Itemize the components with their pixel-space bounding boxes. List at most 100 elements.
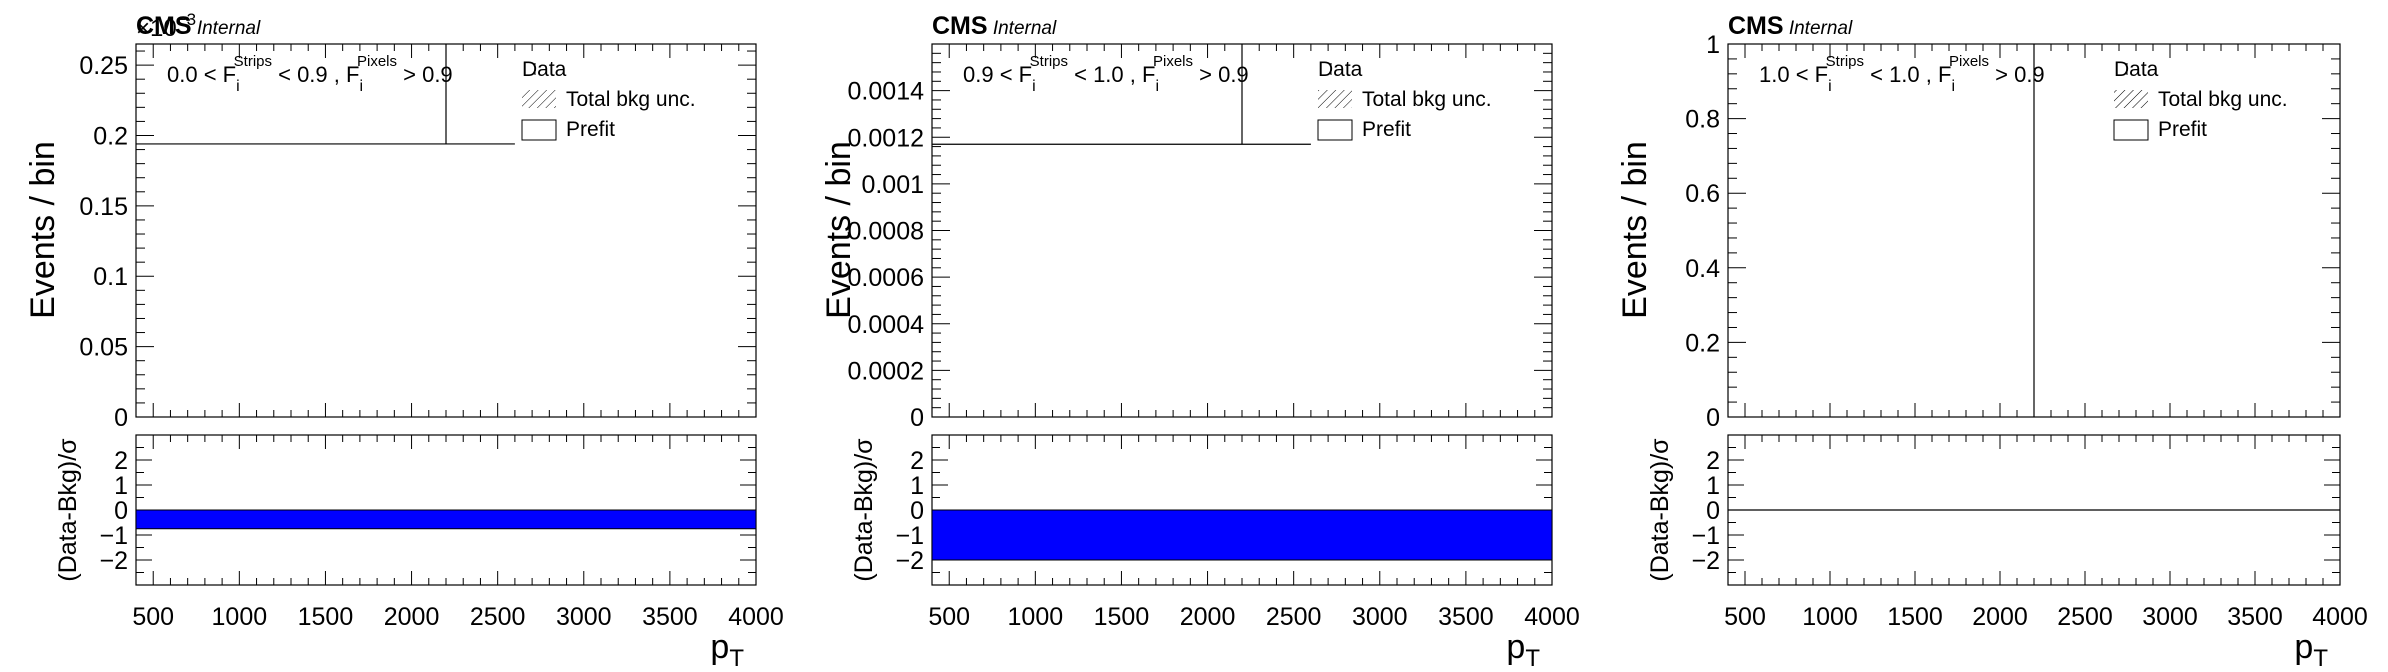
legend-hatch-swatch [522,90,556,108]
x-tick-label: 1000 [212,603,268,631]
ratio-y-tick-label: 0 [910,497,924,525]
ratio-y-tick-label: −1 [895,522,924,550]
x-tick-label: 3000 [1352,603,1408,631]
ratio-y-tick-label: 0 [114,497,128,525]
x-tick-label: 1000 [1008,603,1064,631]
x-tick-label: 3500 [642,603,698,631]
y-tick-label: 0 [910,404,924,432]
y-tick-label: 0.2 [93,122,128,150]
x-tick-label: 500 [132,603,174,631]
region-label: 0.0 < FiStrips < 0.9 , FiPixels > 0.9 [167,53,453,95]
x-tick-label: 2000 [1972,603,2028,631]
legend-label-prefit: Prefit [2158,118,2207,141]
legend-label-unc: Total bkg unc. [2158,88,2288,111]
y-tick-label: 0.8 [1685,106,1720,134]
legend-label-prefit: Prefit [1362,118,1411,141]
x-tick-label: 1000 [1802,603,1858,631]
ratio-y-tick-label: 1 [910,472,924,500]
ratio-band [135,509,757,530]
x-tick-label: 1500 [1094,603,1150,631]
legend: Data Total bkg unc. Prefit [521,58,696,141]
region-label: 1.0 < FiStrips < 1.0 , FiPixels > 0.9 [1759,53,2045,95]
y-tick-label: 0.0006 [848,264,924,292]
x-tick-label: 4000 [1524,603,1580,631]
x-tick-label: 2500 [2057,603,2113,631]
legend-label-prefit: Prefit [566,118,615,141]
internal-label: Internal [192,18,261,39]
y-tick-label: 1 [1706,31,1720,59]
ratio-y-tick-label: 2 [114,447,128,475]
y-tick-label: 0.0008 [848,218,924,246]
ratio-y-tick-label: −1 [1691,522,1720,550]
ratio-y-axis-label: (Data-Bkg)/σ [1646,438,1674,582]
y-tick-label: 0.05 [79,334,128,362]
ratio-y-tick-label: −2 [1691,547,1720,575]
legend-label-unc: Total bkg unc. [566,88,696,111]
x-tick-label: 500 [1724,603,1766,631]
x-tick-label: 2000 [384,603,440,631]
y-tick-label: 0.6 [1685,180,1720,208]
x-tick-label: 4000 [728,603,784,631]
y-tick-label: 0.15 [79,193,128,221]
region-label: 0.9 < FiStrips < 1.0 , FiPixels > 0.9 [963,53,1249,95]
ratio-y-axis-label: (Data-Bkg)/σ [54,438,82,582]
legend-label-data: Data [522,58,567,81]
x-tick-label: 3500 [2227,603,2283,631]
x-tick-label: 1500 [1887,603,1943,631]
ratio-band [931,509,1553,561]
y-tick-label: 0 [1706,404,1720,432]
legend-label-data: Data [2114,58,2159,81]
y-tick-label: 0.0012 [848,124,924,152]
x-axis-label: pT [1506,628,1540,672]
x-tick-label: 3000 [2142,603,2198,631]
ratio-y-tick-label: −1 [99,522,128,550]
ratio-y-tick-label: −2 [895,547,924,575]
x-tick-label: 4000 [2312,603,2368,631]
y-tick-label: 0.0002 [848,357,924,385]
legend-prefit-swatch [521,119,557,141]
x-tick-label: 2000 [1180,603,1236,631]
internal-label: Internal [988,18,1057,39]
ratio-y-tick-label: 1 [114,472,128,500]
y-tick-label: 0.25 [79,52,128,80]
y-axis-label: Events / bin [820,141,858,319]
x-tick-label: 2500 [1266,603,1322,631]
x-tick-label: 1500 [298,603,354,631]
ratio-y-axis-label: (Data-Bkg)/σ [850,438,878,582]
panel-2: 0 0.0002 0.0004 0.0006 0.0008 0.001 0.0012 0.00… [820,12,1580,672]
y-tick-label: 0.1 [93,263,128,291]
y-tick-label: 0.0004 [848,311,925,339]
y-axis-label: Events / bin [1616,141,1654,319]
y-tick-label: 0.2 [1685,329,1720,357]
cms-label: CMS Internal [932,12,1057,40]
ratio-y-tick-label: 2 [910,447,924,475]
cms-label: CMS Internal [1728,12,1853,40]
legend: Data Total bkg unc. Prefit [2113,58,2288,141]
x-tick-label: 3000 [556,603,612,631]
ratio-y-tick-label: 0 [1706,497,1720,525]
x-axis-label: pT [710,628,744,672]
legend: Data Total bkg unc. Prefit [1317,58,1492,141]
internal-label: Internal [1784,18,1853,39]
x-axis-label: pT [2294,628,2328,672]
legend-hatch-swatch [1318,90,1352,108]
legend-label-data: Data [1318,58,1363,81]
x-tick-label: 3500 [1438,603,1494,631]
ratio-y-tick-label: 1 [1706,472,1720,500]
panel-1: 0 0.05 0.1 0.15 0.2 0.25 500 1000 1500 2000 2500 30… [24,10,784,672]
y-axis-label: Events / bin [24,141,62,319]
y-tick-label: 0.0014 [848,78,925,106]
y-tick-label: 0.4 [1685,255,1720,283]
legend-prefit-swatch [2113,119,2149,141]
legend-label-unc: Total bkg unc. [1362,88,1492,111]
ratio-y-tick-label: −2 [99,547,128,575]
ratio-y-tick-label: 2 [1706,447,1720,475]
legend-hatch-swatch [2114,90,2148,108]
x-tick-label: 500 [928,603,970,631]
cms-label: CMS Internal [136,12,261,40]
legend-prefit-swatch [1317,119,1353,141]
y-tick-label: 0.001 [861,171,924,199]
y-tick-label: 0 [114,404,128,432]
